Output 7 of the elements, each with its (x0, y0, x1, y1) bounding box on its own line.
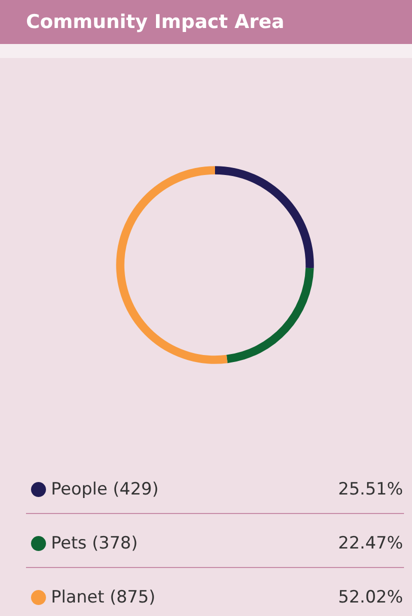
data-label: 22.47% (338, 534, 403, 554)
chart-title: Community Impact Area (0, 0, 412, 58)
legend-label: People (429) (51, 480, 159, 500)
legend-label: Pets (378) (51, 534, 138, 554)
data-label: 25.51% (338, 480, 403, 500)
data-label: 52.02% (338, 588, 403, 608)
legend-label: Planet (875) (51, 588, 156, 608)
